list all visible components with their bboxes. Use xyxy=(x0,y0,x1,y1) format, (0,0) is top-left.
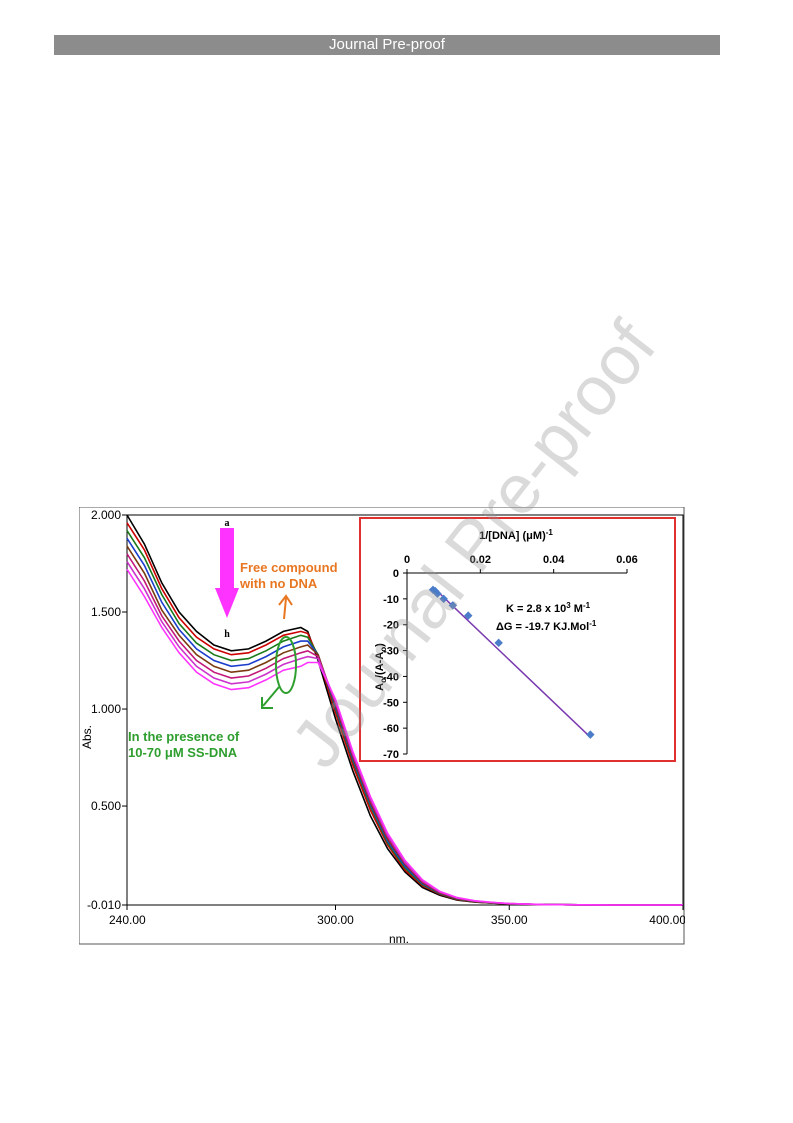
inset-x-axis-label: 1/[DNA] (μM)-1 xyxy=(479,528,553,542)
inset-data-point xyxy=(463,611,473,620)
free-arrow-line xyxy=(283,597,287,620)
inset-data-point xyxy=(586,730,595,739)
inset-y-tick-label: -10 xyxy=(383,594,399,606)
inset-x-tick-label: 0.04 xyxy=(543,554,565,566)
free-compound-label-line1: Free compound xyxy=(240,560,338,575)
presence-marker xyxy=(261,636,297,709)
spectrum-line-8 xyxy=(126,568,683,906)
y-tick-label: 1.000 xyxy=(91,702,121,716)
inset-y-axis-label: Ao/(A-Ao) xyxy=(374,643,388,691)
binding-constant-inset-chart: 1/[DNA] (μM)-1 0 0.02 0.04 0.06 0 -10 -20 -30 -… xyxy=(359,517,676,762)
titration-arrow xyxy=(215,528,239,618)
plot-area-frame xyxy=(126,514,684,906)
inset-x-tick-label: 0.06 xyxy=(616,554,637,566)
presence-arrow-head xyxy=(261,697,273,709)
inset-x-tick-label: 0.02 xyxy=(470,554,491,566)
x-tick-label: 350.00 xyxy=(491,913,528,927)
x-axis-ticks: 240.00 300.00 350.00 400.00 xyxy=(109,905,685,927)
inset-x-tick-label: 0 xyxy=(404,554,410,566)
inset-y-tick-label: -70 xyxy=(383,749,399,761)
arrow-label-a: a xyxy=(225,518,230,529)
presence-label-line2: 10-70 μM SS-DNA xyxy=(128,745,238,760)
inset-y-tick-label: -50 xyxy=(383,697,399,709)
x-tick-label: 400.00 xyxy=(649,913,685,927)
journal-header-bar: Journal Pre-proof xyxy=(54,35,720,55)
x-tick-label: 240.00 xyxy=(109,913,146,927)
presence-label-line1: In the presence of xyxy=(128,729,240,744)
gibbs-energy-equation: ΔG = -19.7 KJ.Mol-1 xyxy=(496,619,597,633)
y-axis-label: Abs. xyxy=(80,725,94,749)
free-arrow-head xyxy=(278,594,293,606)
presence-arrow-line xyxy=(262,686,280,707)
presence-ellipse xyxy=(275,636,297,694)
x-axis-label: nm. xyxy=(389,932,409,945)
x-tick-label: 300.00 xyxy=(317,913,354,927)
inset-y-tick-label: -60 xyxy=(383,723,399,735)
arrow-label-h: h xyxy=(224,629,230,640)
inset-y-tick-label: -20 xyxy=(383,620,399,632)
journal-header-title: Journal Pre-proof xyxy=(329,36,445,53)
y-tick-label: -0.010 xyxy=(87,898,121,912)
figure-frame: 240.00 300.00 350.00 400.00 2.000 1.500 1.000… xyxy=(79,507,685,945)
inset-data-point xyxy=(439,594,448,604)
arrow-shaft xyxy=(220,528,234,588)
inset-y-tick-label: -30 xyxy=(383,646,399,658)
inset-y-tick-label: 0 xyxy=(393,568,399,580)
inset-data-point xyxy=(433,589,442,598)
inset-y-tick-label: -40 xyxy=(383,671,399,683)
inset-y-axis-ticks: 0 -10 -20 -30 -40 -50 -60 -70 xyxy=(383,568,407,761)
inset-plot-area xyxy=(406,572,627,754)
inset-fit-line xyxy=(432,586,591,738)
inset-border xyxy=(359,517,676,762)
inset-data-point xyxy=(494,638,503,648)
free-compound-arrow xyxy=(278,594,293,620)
binding-constant-equation: K = 2.8 x 103 M-1 xyxy=(506,601,591,615)
free-compound-label-line2: with no DNA xyxy=(239,576,318,591)
y-tick-label: 2.000 xyxy=(91,508,121,522)
y-tick-label: 1.500 xyxy=(91,605,121,619)
arrow-head xyxy=(215,588,239,618)
y-axis-ticks: 2.000 1.500 1.000 0.500 -0.010 xyxy=(87,508,127,912)
spectrum-series-group xyxy=(126,514,683,906)
y-tick-label: 0.500 xyxy=(91,799,121,813)
inset-x-axis-ticks: 0 0.02 0.04 0.06 xyxy=(404,554,638,573)
